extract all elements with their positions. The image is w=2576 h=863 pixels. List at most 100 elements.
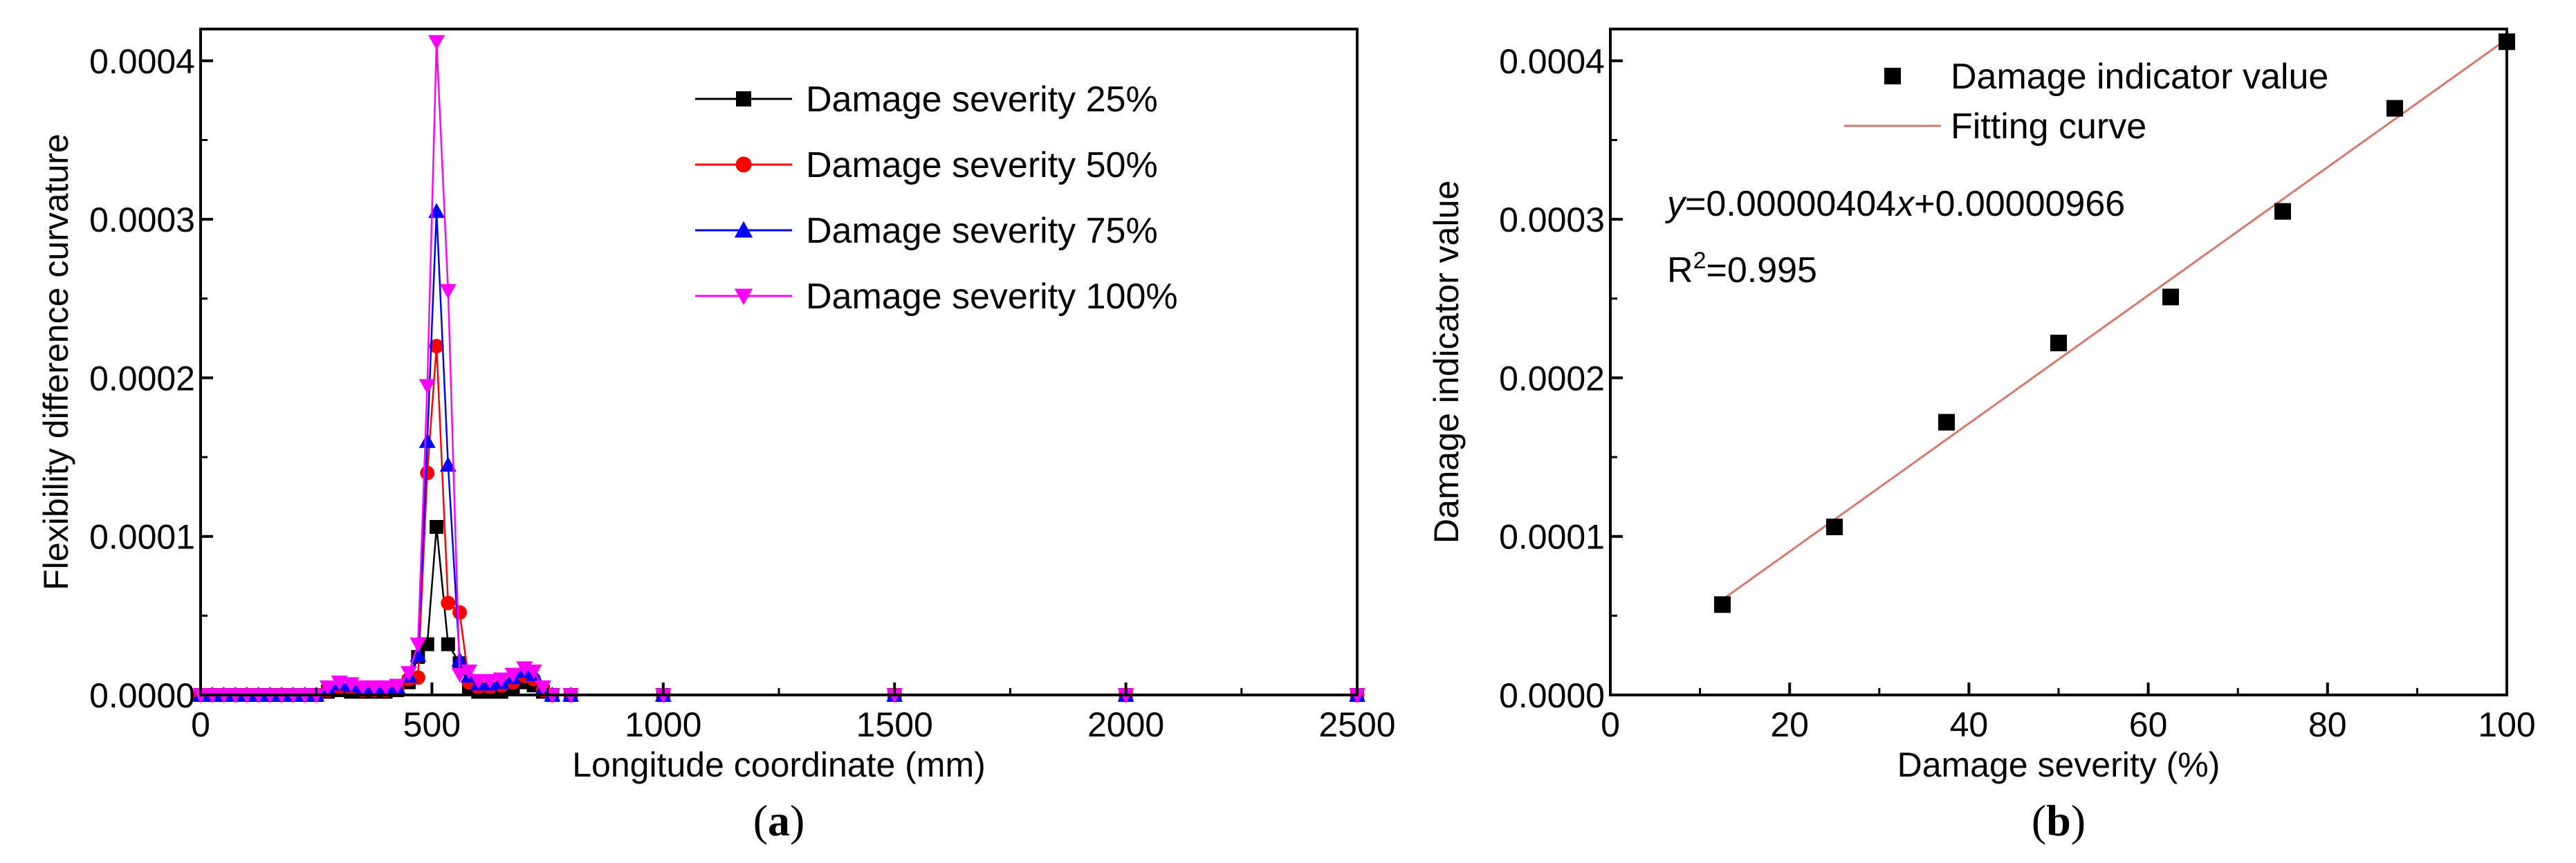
chart-a-marks: [192, 35, 1365, 703]
chart-b-data-point: [2274, 203, 2291, 220]
chart-a-series-4-point: [365, 680, 383, 696]
x-tick-label: 40: [1950, 705, 1989, 744]
chart-b: 0 20 40 60 80 100 0.00000.00010.00020.00030.0…: [1427, 28, 2536, 845]
chart-a-series-4-point: [481, 674, 498, 689]
y-tick-label: 0.0002: [1499, 359, 1605, 398]
chart-a-caption-open: (: [753, 796, 768, 845]
chart-b-equation-slope: =0.00000404: [1685, 184, 1896, 224]
chart-b-equation-intercept: +0.00000966: [1914, 184, 2125, 224]
chart-a-series-4-point: [377, 680, 394, 696]
chart-b-r2-superscript: 2: [1693, 248, 1706, 274]
chart-a-series-4-point: [493, 672, 510, 688]
chart-b-fit-line: [1722, 38, 2508, 601]
legend-label-3: Damage severity 75%: [806, 211, 1158, 251]
chart-b-legend: Damage indicator value Fitting curve: [1844, 57, 2328, 147]
chart-a-series-4-point: [400, 666, 417, 681]
chart-b-r2-prefix: R: [1667, 250, 1693, 290]
chart-a-caption: (a): [753, 796, 805, 845]
chart-a-plot-frame: [199, 28, 1359, 696]
x-tick-label: 2500: [1318, 705, 1395, 744]
chart-a-series-2-point: [420, 465, 435, 481]
legend-label-2: Fitting curve: [1951, 106, 2146, 147]
y-tick-label: 0.0001: [1499, 518, 1605, 557]
chart-a-series-4-point: [354, 680, 371, 696]
x-tick-label: 2000: [1087, 705, 1164, 744]
legend-label-4: Damage severity 100%: [806, 277, 1178, 317]
chart-a-series-2-point: [441, 595, 456, 611]
chart-a-series-4-point: [525, 665, 542, 680]
chart-a-series-4-point: [460, 665, 477, 680]
chart-a-series-1-line: [201, 526, 1357, 696]
chart-a-y-axis-label: Flexibility difference curvature: [37, 133, 75, 590]
chart-b-marks: [1714, 33, 2515, 613]
chart-a-x-ticks: 0 500 1000 1500 2000 2500: [191, 683, 1396, 744]
y-tick-label: 0.0000: [1499, 676, 1605, 715]
chart-a-series-4-point: [439, 284, 457, 299]
chart-a-y-ticks: 0.0000 0.0001 0.0002 0.0003 0.0004: [89, 42, 213, 715]
chart-a-series-4-point: [451, 667, 468, 683]
chart-b-y-ticks: 0.0000 0.0001 0.0002 0.0003 0.0004: [1499, 42, 1623, 715]
x-tick-label: 1000: [625, 705, 701, 744]
y-tick-label: 0.0003: [89, 201, 195, 239]
chart-a-series-3-line: [201, 211, 1357, 696]
chart-b-caption: (b): [2032, 796, 2086, 845]
chart-b-y-axis-label: Damage indicator value: [1427, 180, 1466, 544]
chart-a-series-4-point: [331, 676, 348, 691]
chart-a-legend: Damage severity 25% Damage severity 50% Da…: [695, 80, 1178, 317]
x-tick-label: 100: [2478, 705, 2535, 744]
y-tick-label: 0.0000: [89, 676, 195, 715]
x-tick-label: 0: [1601, 705, 1620, 744]
y-tick-label: 0.0004: [89, 42, 195, 81]
legend-marker: [734, 288, 753, 306]
chart-b-caption-close: ): [2071, 796, 2086, 845]
chart-a-series-3-point: [439, 456, 457, 472]
chart-a-series-4-point: [470, 674, 487, 689]
y-tick-label: 0.0002: [89, 359, 195, 398]
chart-b-data-point: [1938, 414, 1955, 431]
chart-a: 0 500 1000 1500 2000 2500 0.00000.00010.00020…: [37, 28, 1396, 845]
x-tick-label: 80: [2308, 705, 2347, 744]
legend-label-1: Damage severity 25%: [806, 80, 1158, 120]
chart-a-series-4-point: [428, 35, 445, 50]
chart-b-x-axis-label: Damage severity (%): [1897, 745, 2220, 784]
x-tick-label: 0: [191, 705, 210, 744]
x-tick-label: 1500: [856, 705, 933, 744]
chart-a-caption-letter: a: [768, 796, 790, 845]
legend-marker: [1884, 68, 1901, 84]
chart-a-series-4-point: [410, 638, 427, 653]
y-tick-label: 0.0003: [1499, 201, 1605, 239]
chart-a-series-4-point: [319, 680, 336, 696]
chart-a-series-2-point: [429, 339, 444, 354]
legend-marker: [734, 221, 753, 238]
chart-a-series-1-point: [441, 637, 455, 651]
y-tick-label: 0.0001: [89, 518, 195, 557]
chart-a-series-3-point: [428, 203, 445, 219]
chart-a-x-axis-label: Longitude coordinate (mm): [572, 745, 986, 784]
chart-b-caption-open: (: [2032, 796, 2046, 845]
chart-b-r2-value: =0.995: [1706, 250, 1817, 290]
x-tick-label: 60: [2129, 705, 2168, 744]
x-tick-label: 20: [1770, 705, 1809, 744]
chart-a-series-1-point: [430, 519, 444, 534]
chart-a-series-4-line: [201, 41, 1357, 696]
legend-label-1: Damage indicator value: [1951, 57, 2328, 97]
chart-a-series-4-point: [389, 678, 406, 694]
chart-b-equation-y: y: [1665, 184, 1687, 224]
chart-a-series-2-line: [201, 346, 1357, 696]
chart-b-data-point: [2162, 288, 2179, 306]
chart-b-r-squared: R2=0.995: [1667, 248, 1817, 290]
chart-a-caption-close: ): [790, 796, 804, 845]
chart-b-equation: y=0.00000404x+0.00000966: [1665, 184, 2125, 224]
chart-b-equation-x: x: [1894, 184, 1915, 224]
chart-b-data-point: [2386, 100, 2403, 117]
chart-b-data-point: [1714, 596, 1731, 613]
legend-label-2: Damage severity 50%: [806, 145, 1158, 185]
chart-b-data-point: [1826, 518, 1843, 535]
y-tick-label: 0.0004: [1499, 42, 1605, 81]
chart-a-series-4-point: [418, 379, 436, 394]
x-tick-label: 500: [403, 705, 461, 744]
chart-a-series-3-point: [418, 433, 436, 448]
chart-b-x-ticks: 0 20 40 60 80 100: [1601, 683, 2536, 744]
chart-b-data-point: [2050, 334, 2067, 351]
